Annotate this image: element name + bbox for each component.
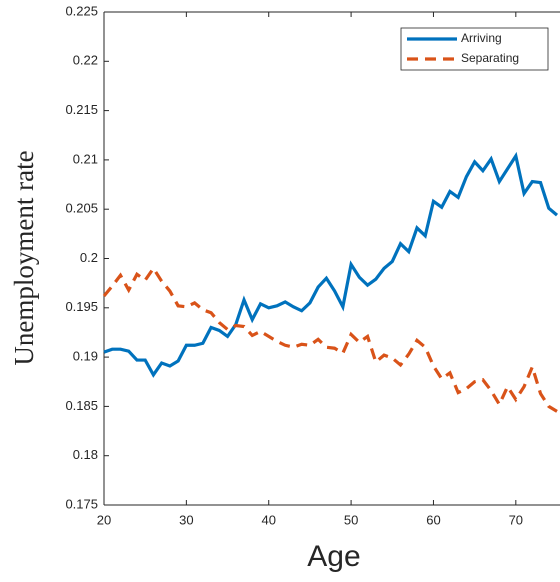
y-tick-label: 0.19 <box>73 349 98 364</box>
data-line <box>102 265 558 413</box>
legend-label: Arriving <box>461 31 502 45</box>
y-tick-label: 0.175 <box>65 496 98 511</box>
y-axis-label: Unemployment rate <box>9 150 39 365</box>
x-tick-label: 70 <box>509 512 523 527</box>
legend-box <box>400 27 549 71</box>
y-tick-label: 0.225 <box>65 3 98 18</box>
y-tick-label: 0.2 <box>80 250 98 265</box>
x-tick-label: 50 <box>344 512 358 527</box>
x-tick-label: 40 <box>261 512 275 527</box>
legend: Arriving Separating <box>400 27 549 71</box>
x-tick-label: 30 <box>179 512 193 527</box>
legend-label: Separating <box>461 51 519 65</box>
y-tick-label: 0.205 <box>65 201 98 216</box>
y-tick-label: 0.22 <box>73 53 98 68</box>
y-tick-label: 0.21 <box>73 151 98 166</box>
y-tick-label: 0.18 <box>73 447 98 462</box>
y-tick-label: 0.185 <box>65 398 98 413</box>
x-tick-label: 60 <box>426 512 440 527</box>
x-axis-label: Age <box>307 540 360 573</box>
y-tick-label: 0.215 <box>65 102 98 117</box>
x-tick-label: 20 <box>97 512 111 527</box>
y-tick-label: 0.195 <box>65 299 98 314</box>
data-line <box>103 151 559 378</box>
